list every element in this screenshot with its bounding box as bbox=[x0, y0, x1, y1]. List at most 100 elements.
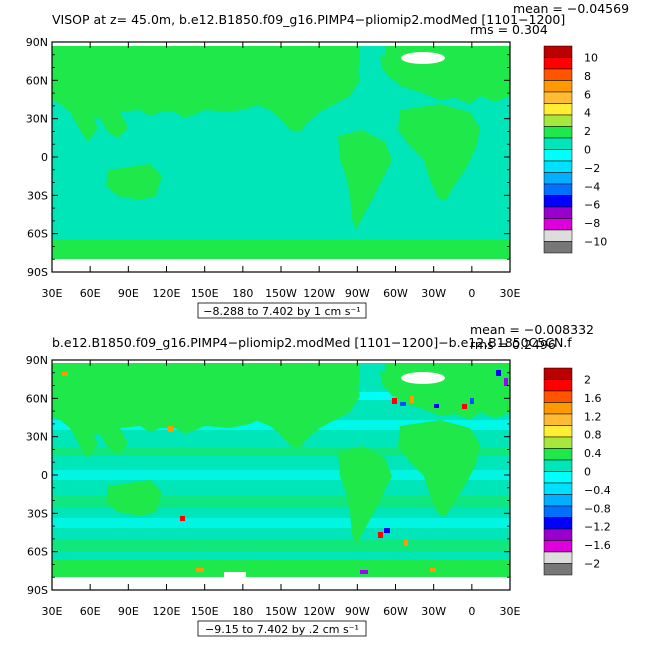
colorbar-swatch bbox=[543, 160, 573, 173]
colorbar-swatch bbox=[543, 68, 573, 81]
colorbar-label: 1.2 bbox=[584, 410, 602, 423]
panel-2-axes: 90N 60N 30N 0 30S 60S 90S 30E 60E 90E 120E 150E 180 1… bbox=[26, 354, 521, 618]
colorbar-swatch bbox=[543, 172, 573, 185]
lat-label: 0 bbox=[41, 469, 48, 482]
lat-label: 90S bbox=[27, 266, 48, 279]
colorbar-label: 8 bbox=[584, 70, 591, 83]
lon-label: 120W bbox=[303, 605, 335, 618]
lon-label: 30E bbox=[42, 287, 63, 300]
colorbar-swatch bbox=[543, 425, 573, 438]
panel-1-title: VISOP at z= 45.0m, b.e12.B1850.f09_g16.P… bbox=[52, 12, 565, 27]
lat-label: 60S bbox=[27, 228, 48, 241]
colorbar-label: −2 bbox=[584, 162, 600, 175]
colorbar-swatch bbox=[543, 413, 573, 426]
lon-label: 60W bbox=[383, 605, 408, 618]
colorbar-label: 10 bbox=[584, 52, 598, 65]
colorbar-swatch bbox=[543, 563, 573, 576]
colorbar-label: −2 bbox=[584, 558, 600, 571]
lon-label: 120E bbox=[153, 605, 181, 618]
colorbar-label: −8 bbox=[584, 217, 600, 230]
panel-2-map bbox=[51, 359, 511, 591]
colorbar-label: −6 bbox=[584, 199, 600, 212]
colorbar-label: 0.8 bbox=[584, 429, 602, 442]
colorbar-swatch bbox=[543, 459, 573, 472]
panel-2-range-box bbox=[197, 620, 367, 637]
panel-1-range: −8.288 to 7.402 by 1 cm s⁻¹ bbox=[203, 305, 360, 318]
colorbar-swatch bbox=[543, 517, 573, 530]
lon-label: 150E bbox=[191, 605, 219, 618]
colorbar-swatch bbox=[543, 218, 573, 231]
colorbar-swatch bbox=[543, 229, 573, 242]
lon-label: 30E bbox=[500, 605, 521, 618]
lon-label: 120E bbox=[153, 287, 181, 300]
lat-label: 30N bbox=[26, 113, 48, 126]
colorbar-swatch bbox=[543, 505, 573, 518]
lat-label: 60N bbox=[26, 74, 48, 87]
lon-label: 90E bbox=[118, 605, 139, 618]
lat-label: 90N bbox=[26, 36, 48, 49]
lon-label: 180 bbox=[232, 287, 253, 300]
lon-label: 60W bbox=[383, 287, 408, 300]
lon-label: 60E bbox=[80, 287, 101, 300]
colorbar-label: −1.2 bbox=[584, 521, 611, 534]
colorbar-swatch bbox=[543, 183, 573, 196]
lat-label: 30N bbox=[26, 431, 48, 444]
panel-2-mean: mean = −0.008332 bbox=[470, 322, 594, 337]
colorbar-label: 0 bbox=[584, 144, 591, 157]
colorbar-swatch bbox=[543, 402, 573, 415]
lon-label: 0 bbox=[468, 287, 475, 300]
lon-label: 90W bbox=[345, 287, 370, 300]
panel-2-range: −9.15 to 7.402 by .2 cm s⁻¹ bbox=[205, 623, 359, 636]
lat-label: 30S bbox=[27, 507, 48, 520]
panel-2-colorbar: 2 1.6 1.2 0.8 0.4 0 −0.4 −0.8 −1.2 −1.6 −2 bbox=[543, 367, 611, 576]
lon-label: 90W bbox=[345, 605, 370, 618]
lon-label: 180 bbox=[232, 605, 253, 618]
colorbar-swatch bbox=[543, 540, 573, 553]
lon-label: 150E bbox=[191, 287, 219, 300]
panel-2: b.e12.B1850.f09_g16.PIMP4−pliomip2.modMe… bbox=[26, 322, 611, 637]
panel-1-map bbox=[51, 41, 511, 273]
colorbar-swatch bbox=[543, 551, 573, 564]
colorbar-swatch bbox=[543, 379, 573, 392]
colorbar-swatch bbox=[543, 114, 573, 127]
colorbar-label: 0 bbox=[584, 466, 591, 479]
lon-label: 30W bbox=[421, 287, 446, 300]
panel-1-colorbar: 10 8 6 4 2 0 −2 −4 −6 −8 −10 bbox=[543, 45, 607, 254]
lon-label: 150W bbox=[265, 605, 297, 618]
colorbar-label: 0.4 bbox=[584, 447, 602, 460]
lat-label: 0 bbox=[41, 151, 48, 164]
lon-label: 0 bbox=[468, 605, 475, 618]
lat-label: 60N bbox=[26, 392, 48, 405]
colorbar-swatch bbox=[543, 91, 573, 104]
colorbar-swatch bbox=[543, 448, 573, 461]
panel-1-mean: mean = −0.04569 bbox=[513, 1, 629, 16]
colorbar-swatch bbox=[543, 149, 573, 162]
colorbar-label: 1.6 bbox=[584, 392, 602, 405]
colorbar-swatch bbox=[543, 195, 573, 208]
colorbar-swatch bbox=[543, 436, 573, 449]
lon-label: 150W bbox=[265, 287, 297, 300]
panel-1-range-box bbox=[197, 302, 367, 319]
lat-label: 30S bbox=[27, 189, 48, 202]
lon-label: 30E bbox=[500, 287, 521, 300]
colorbar-label: 6 bbox=[584, 88, 591, 101]
colorbar-swatch bbox=[543, 137, 573, 150]
colorbar-swatch bbox=[543, 80, 573, 93]
colorbar-swatch bbox=[543, 126, 573, 139]
colorbar-swatch bbox=[543, 367, 573, 380]
colorbar-label: −1.6 bbox=[584, 539, 611, 552]
panel-2-title: b.e12.B1850.f09_g16.PIMP4−pliomip2.modMe… bbox=[52, 335, 572, 350]
colorbar-swatch bbox=[543, 103, 573, 116]
lat-label: 60S bbox=[27, 546, 48, 559]
colorbar-swatch bbox=[543, 390, 573, 403]
lat-label: 90N bbox=[26, 354, 48, 367]
colorbar-swatch bbox=[543, 241, 573, 254]
colorbar-label: 4 bbox=[584, 107, 591, 120]
colorbar-swatch bbox=[543, 45, 573, 58]
colorbar-label: −10 bbox=[584, 236, 607, 249]
colorbar-label: −0.4 bbox=[584, 484, 611, 497]
lon-label: 60E bbox=[80, 605, 101, 618]
panel-1-axes: 90N 60N 30N 0 30S 60S 90S 30E 60E 90E 120E 150E 180 1… bbox=[26, 36, 521, 300]
lon-label: 30E bbox=[42, 605, 63, 618]
panel-2-rms: rms = 0.2496 bbox=[470, 337, 556, 352]
